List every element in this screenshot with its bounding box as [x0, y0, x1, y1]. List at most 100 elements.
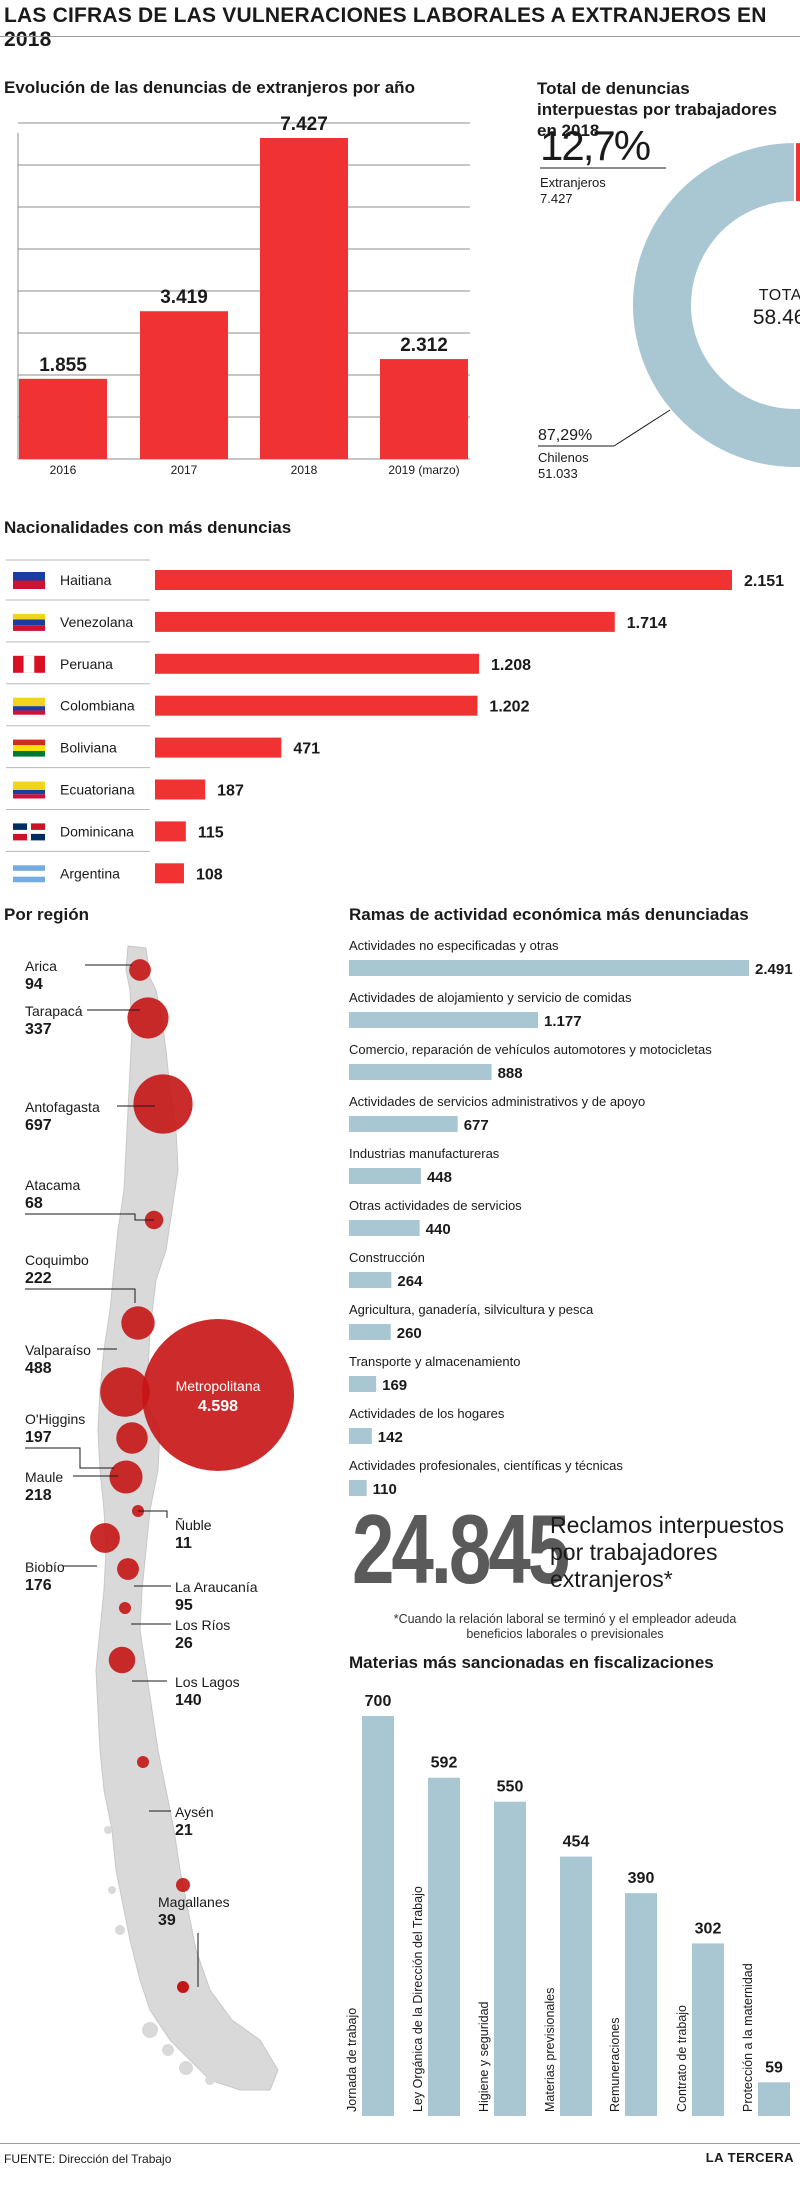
extranjeros-value: 7.427 — [540, 191, 573, 206]
bar-value-label: 550 — [497, 1779, 524, 1796]
bar-value-label: 2.151 — [744, 573, 784, 590]
sanctions-title: Materias más sancionadas en fiscalizacio… — [349, 1653, 714, 1672]
title-divider — [0, 36, 800, 37]
activity-label: Otras actividades de servicios — [349, 1198, 522, 1213]
region-name: La Araucanía — [175, 1579, 258, 1595]
region-bubble-coquimbo — [121, 1306, 155, 1340]
chilenos-label: Chilenos — [538, 450, 589, 465]
region-marker — [177, 1981, 189, 1993]
bar-contrato-de-trabajo — [692, 1943, 724, 2116]
region-bubble-maule — [109, 1460, 143, 1494]
bar-remuneraciones — [625, 1893, 657, 2116]
nationality-label: Argentina — [60, 865, 120, 881]
flag-colombiana-icon — [13, 697, 45, 715]
region-value: 337 — [25, 1021, 52, 1038]
chilenos-value: 51.033 — [538, 466, 578, 481]
bar-actividades-no-especificadas-y — [349, 960, 749, 976]
region-value: 697 — [25, 1117, 52, 1134]
bar-value-label: 302 — [695, 1920, 722, 1937]
bar-value-label: 471 — [293, 741, 320, 758]
flag-ecuatoriana-icon — [13, 781, 45, 799]
highlight-number-box: 24.845 — [352, 1500, 570, 1610]
region-bubble-arica — [129, 959, 151, 981]
bar-value-label: 169 — [382, 1377, 407, 1394]
bar-boliviana — [155, 737, 282, 758]
leader-line — [138, 1510, 168, 1518]
bar-jornada-de-trabajo — [362, 1716, 394, 2116]
region-name: Tarapacá — [25, 1003, 83, 1019]
region-name: Maule — [25, 1469, 63, 1485]
regions-title: Por región — [4, 905, 90, 924]
region-bubble-aysen — [137, 1756, 149, 1768]
bar-dominicana — [155, 821, 186, 842]
leader-line — [25, 1213, 154, 1221]
activities-bar-chart: Actividades no especificadas y otras 2.49… — [349, 938, 793, 1498]
bar-value-label: 1.202 — [489, 699, 529, 716]
region-value: 488 — [25, 1360, 52, 1377]
bar-actividades-de-alojamiento-y-s — [349, 1012, 539, 1028]
region-bubble-los-lagos — [108, 1646, 136, 1674]
x-tick-label: Contrato de trabajo — [675, 2005, 689, 2112]
bar-value-label: 1.855 — [39, 355, 87, 376]
flag-boliviana-icon — [13, 739, 45, 757]
region-value: 94 — [25, 976, 43, 993]
x-tick-label: Ley Orgánica de la Dirección del Trabajo — [411, 1886, 425, 2112]
bar-value-label: 1.177 — [544, 1013, 582, 1030]
bar-actividades-de-los-hogares — [349, 1428, 372, 1444]
bar-value-label: 700 — [365, 1693, 392, 1710]
bar-value-label: 440 — [426, 1221, 451, 1238]
region-name: Arica — [25, 958, 57, 974]
island-shape — [162, 2044, 174, 2056]
bar-otras-actividades-de-servicios — [349, 1220, 420, 1236]
region-bubble-valparaiso — [100, 1367, 150, 1417]
bar-actividades-profesionales-cien — [349, 1480, 367, 1496]
bar-haitiana — [155, 570, 732, 590]
region-name: Metropolitana — [176, 1378, 261, 1394]
sanctions-bar-chart: 700 Jornada de trabajo 592 Ley Orgánica de … — [345, 1693, 790, 2116]
region-value: 197 — [25, 1429, 52, 1446]
bar-colombiana — [155, 695, 478, 716]
footer-brand: LA TERCERA — [705, 2150, 794, 2165]
region-value: 68 — [25, 1195, 43, 1212]
regions-map: Arica 94 Tarapacá 337 Antofagasta 697 Atacama 6… — [25, 945, 294, 2091]
region-value: 222 — [25, 1270, 52, 1287]
x-tick-label: 2016 — [50, 463, 77, 477]
island-shape — [108, 1886, 116, 1894]
region-value: 95 — [175, 1597, 193, 1614]
chile-map-shape — [95, 945, 279, 2091]
nationality-label: Boliviana — [60, 740, 117, 756]
chilenos-pct: 87,29% — [538, 427, 592, 444]
leader-line — [25, 1288, 136, 1303]
x-tick-label: 2017 — [171, 463, 198, 477]
flag-dominicana-icon — [13, 823, 45, 841]
nationality-label: Ecuatoriana — [60, 782, 135, 798]
bar-value-label: 592 — [431, 1755, 458, 1772]
region-name: Atacama — [25, 1177, 80, 1193]
bar-higiene-y-seguridad — [494, 1801, 526, 2116]
nationality-label: Dominicana — [60, 823, 134, 839]
nationalities-bar-chart: Haitiana 2.151 Venezolana 1.714 Peruana 1.208… — [6, 559, 784, 884]
region-value: 176 — [25, 1577, 52, 1594]
region-bubble-metropolitana — [142, 1319, 294, 1471]
bar-peruana — [155, 653, 480, 674]
bar-value-label: 142 — [378, 1429, 403, 1446]
region-name: O'Higgins — [25, 1411, 85, 1427]
region-name: Coquimbo — [25, 1252, 89, 1268]
bar-value-label: 7.427 — [280, 114, 328, 135]
donut-center-value: 58.460 — [753, 306, 800, 329]
region-value: 11 — [175, 1535, 192, 1552]
nationality-label: Peruana — [60, 656, 113, 672]
x-tick-label: Protección a la maternidad — [741, 1963, 755, 2112]
bar-agricultura-ganaderia-silvicul — [349, 1324, 391, 1340]
bar-value-label: 390 — [628, 1870, 655, 1887]
extranjeros-label: Extranjeros — [540, 175, 606, 190]
bar-value-label: 260 — [397, 1325, 422, 1342]
nationality-label: Venezolana — [60, 614, 133, 630]
flag-argentina-icon — [13, 865, 45, 883]
bar-value-label: 448 — [427, 1169, 452, 1186]
region-bubble-antofagasta — [133, 1074, 193, 1134]
bar-value-label: 59 — [765, 2059, 783, 2076]
bar-value-label: 3.419 — [160, 287, 208, 308]
bar-value-label: 110 — [373, 1481, 397, 1498]
